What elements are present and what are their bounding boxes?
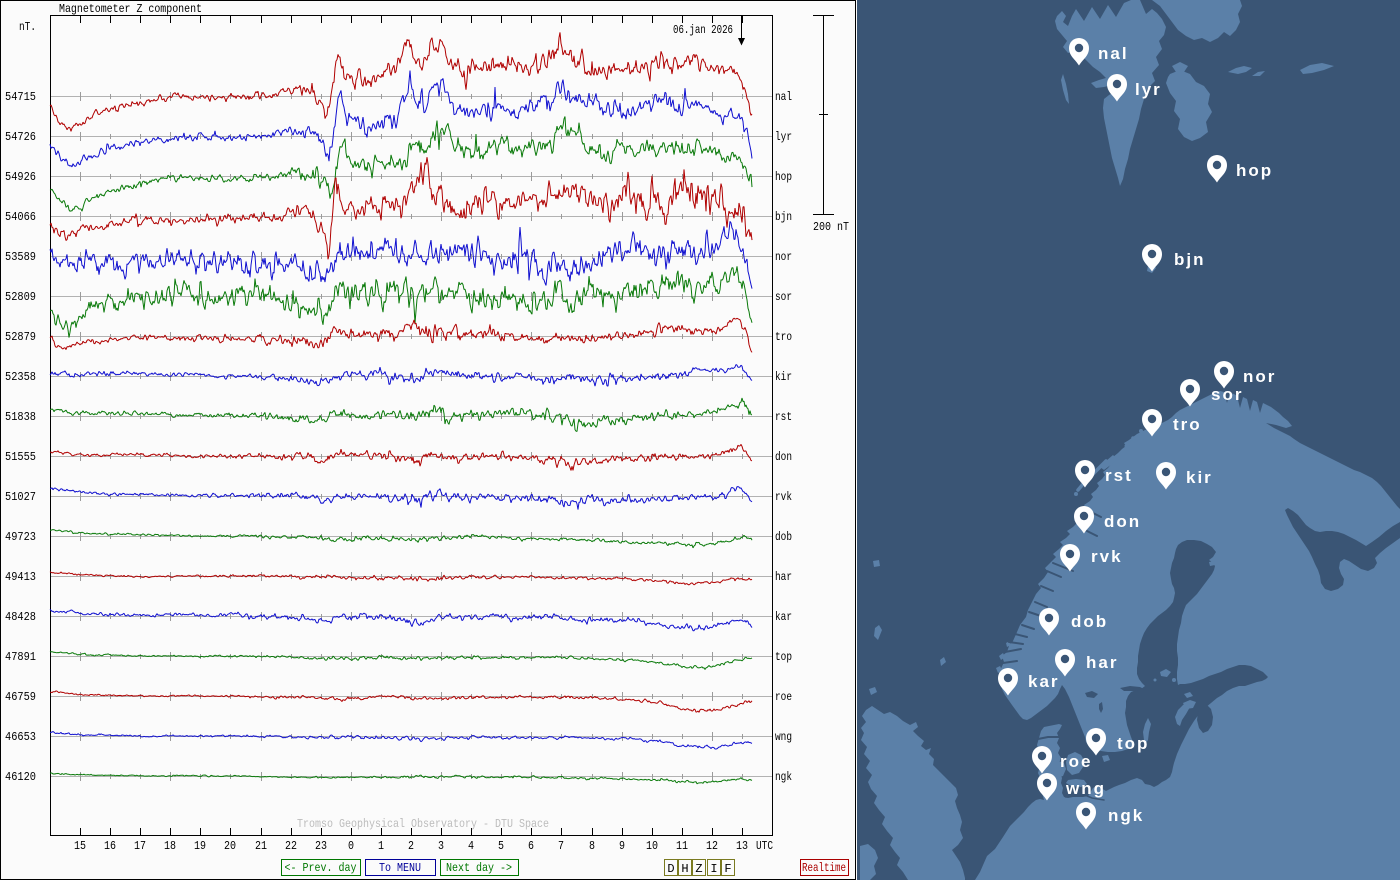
svg-text:Realtime: Realtime: [802, 861, 846, 875]
svg-text:lyr: lyr: [1135, 80, 1162, 99]
svg-text:roe: roe: [1060, 752, 1092, 771]
svg-text:rvk: rvk: [775, 490, 792, 504]
svg-text:15: 15: [74, 839, 86, 853]
svg-text:nor: nor: [775, 250, 792, 264]
svg-text:rst: rst: [775, 410, 792, 424]
svg-text:53589: 53589: [5, 250, 36, 264]
svg-text:sor: sor: [1211, 385, 1243, 404]
svg-text:54066: 54066: [5, 210, 36, 224]
svg-text:54726: 54726: [5, 130, 36, 144]
svg-text:bjn: bjn: [775, 210, 792, 224]
svg-text:rvk: rvk: [1091, 547, 1123, 566]
svg-text:1: 1: [378, 839, 384, 853]
svg-text:49413: 49413: [5, 570, 36, 584]
svg-text:11: 11: [676, 839, 688, 853]
svg-text:2: 2: [408, 839, 414, 853]
svg-text:7: 7: [558, 839, 564, 853]
svg-text:don: don: [1104, 512, 1141, 531]
svg-text:21: 21: [255, 839, 267, 853]
svg-text:200 nT: 200 nT: [813, 220, 849, 234]
svg-text:nor: nor: [1243, 367, 1276, 386]
svg-text:kar: kar: [775, 610, 792, 624]
svg-text:ngk: ngk: [1108, 806, 1144, 825]
svg-text:I: I: [710, 862, 717, 876]
svg-text:54926: 54926: [5, 170, 36, 184]
svg-text:nal: nal: [775, 90, 792, 104]
svg-text:52879: 52879: [5, 330, 36, 344]
svg-text:ngk: ngk: [775, 770, 792, 784]
svg-text:tro: tro: [775, 330, 792, 344]
svg-text:13: 13: [736, 839, 748, 853]
svg-text:23: 23: [315, 839, 327, 853]
svg-text:top: top: [775, 650, 792, 664]
svg-text:lyr: lyr: [775, 130, 792, 144]
svg-text:dob: dob: [1071, 612, 1108, 631]
svg-text:10: 10: [646, 839, 658, 853]
svg-text:hop: hop: [775, 170, 792, 184]
svg-text:20: 20: [224, 839, 236, 853]
svg-text:18: 18: [164, 839, 176, 853]
svg-text:top: top: [1117, 734, 1149, 753]
svg-text:8: 8: [589, 839, 595, 853]
svg-text:06.jan 2026: 06.jan 2026: [673, 23, 733, 37]
svg-text:<- Prev. day: <- Prev. day: [285, 861, 357, 875]
svg-text:kir: kir: [1186, 468, 1213, 487]
svg-text:4: 4: [468, 839, 474, 853]
svg-text:5: 5: [498, 839, 504, 853]
svg-text:UTC: UTC: [756, 839, 773, 853]
svg-text:har: har: [775, 570, 792, 584]
svg-text:49723: 49723: [5, 530, 36, 544]
svg-text:6: 6: [528, 839, 534, 853]
svg-text:Tromso Geophysical Observatory: Tromso Geophysical Observatory - DTU Spa…: [297, 817, 549, 831]
svg-text:47891: 47891: [5, 650, 36, 664]
svg-text:51838: 51838: [5, 410, 36, 424]
svg-text:51555: 51555: [5, 450, 36, 464]
svg-text:22: 22: [285, 839, 297, 853]
svg-text:To MENU: To MENU: [379, 861, 421, 875]
svg-text:sor: sor: [775, 290, 792, 304]
svg-text:Next day ->: Next day ->: [446, 861, 512, 875]
svg-text:tro: tro: [1173, 415, 1202, 434]
svg-text:9: 9: [619, 839, 625, 853]
svg-text:17: 17: [134, 839, 146, 853]
svg-text:har: har: [1086, 653, 1118, 672]
svg-text:19: 19: [194, 839, 206, 853]
svg-text:nT.: nT.: [19, 20, 36, 34]
svg-text:nal: nal: [1098, 44, 1129, 63]
svg-text:kir: kir: [775, 370, 792, 384]
svg-text:46120: 46120: [5, 770, 36, 784]
svg-text:46653: 46653: [5, 730, 36, 744]
svg-text:48428: 48428: [5, 610, 36, 624]
svg-text:don: don: [775, 450, 792, 464]
svg-text:wng: wng: [1065, 779, 1106, 798]
svg-text:51027: 51027: [5, 490, 36, 504]
svg-text:D: D: [667, 862, 674, 876]
svg-text:roe: roe: [775, 690, 792, 704]
svg-text:dob: dob: [775, 530, 792, 544]
svg-text:0: 0: [348, 839, 354, 853]
svg-text:3: 3: [438, 839, 444, 853]
svg-text:Magnetometer Z component: Magnetometer Z component: [59, 2, 202, 16]
svg-text:rst: rst: [1105, 466, 1133, 485]
svg-text:16: 16: [104, 839, 116, 853]
svg-text:F: F: [724, 862, 731, 876]
svg-text:12: 12: [706, 839, 718, 853]
svg-text:Z: Z: [695, 862, 702, 876]
svg-text:bjn: bjn: [1174, 250, 1206, 269]
svg-text:52809: 52809: [5, 290, 36, 304]
svg-text:wng: wng: [775, 730, 792, 744]
svg-text:46759: 46759: [5, 690, 36, 704]
svg-text:hop: hop: [1236, 161, 1273, 180]
svg-text:54715: 54715: [5, 90, 36, 104]
svg-text:52358: 52358: [5, 370, 36, 384]
svg-text:H: H: [681, 862, 688, 876]
svg-text:kar: kar: [1028, 672, 1060, 691]
